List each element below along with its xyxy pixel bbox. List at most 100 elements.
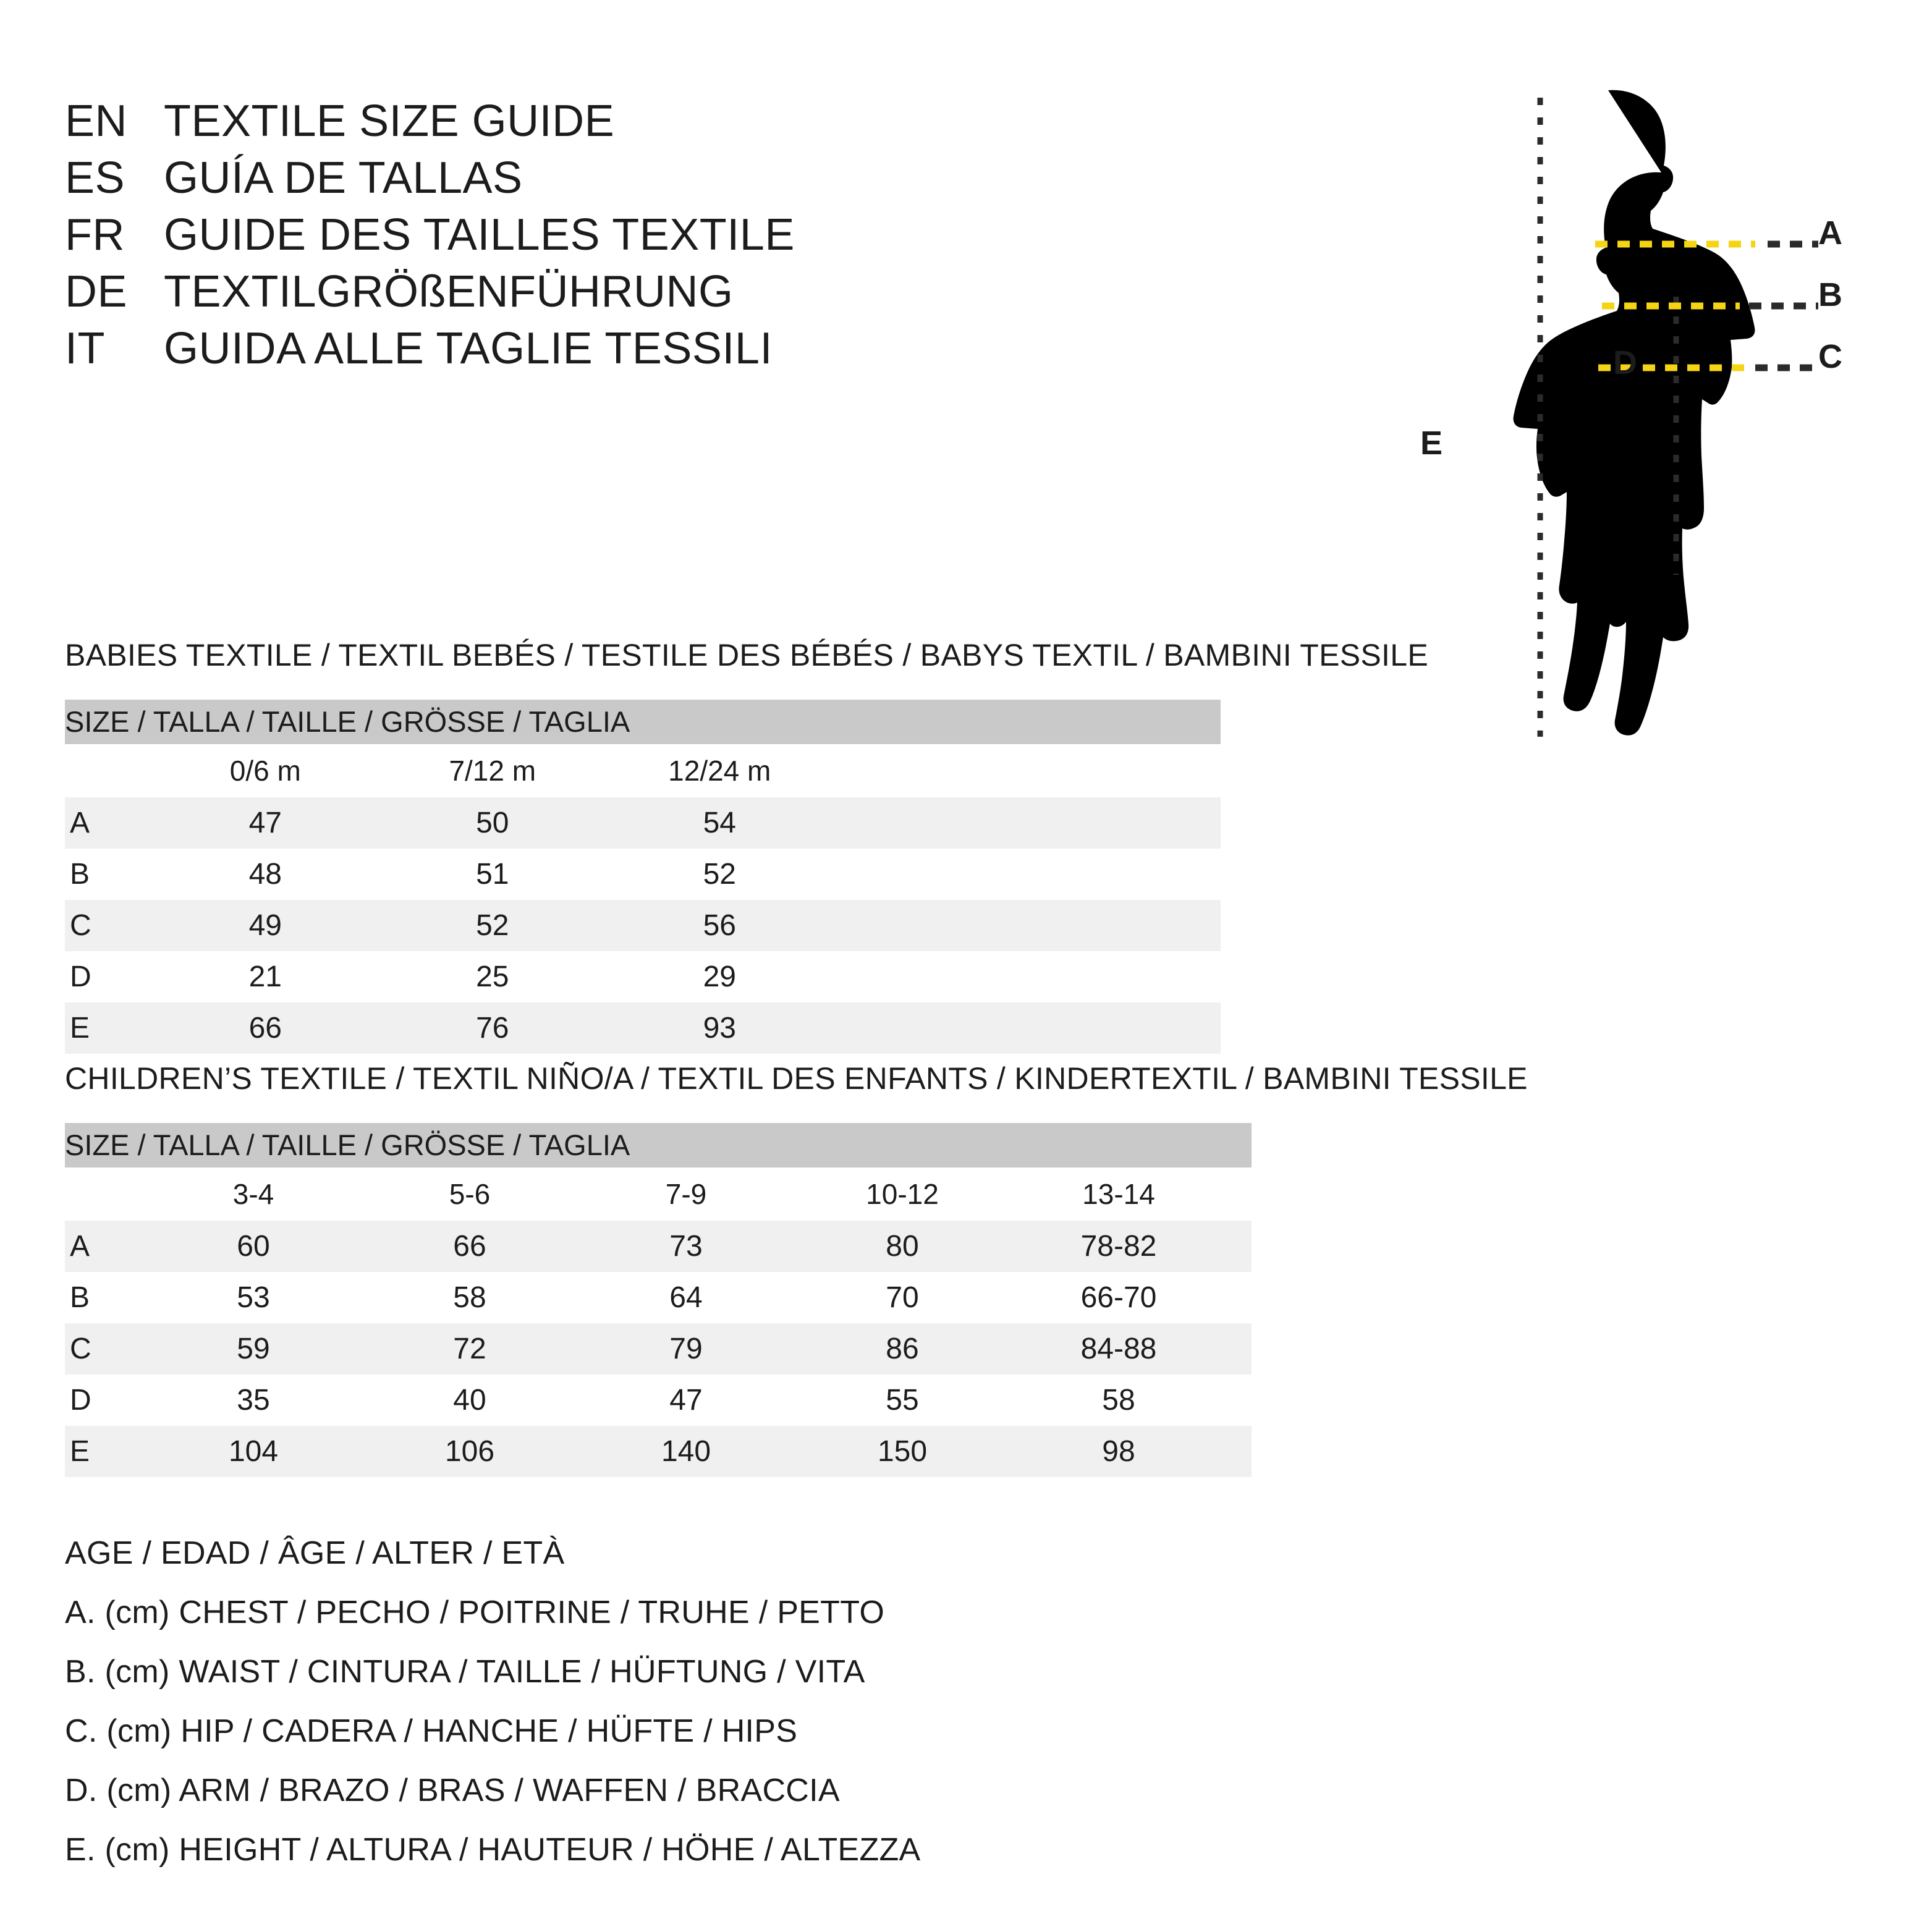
children-cell-c-0: 59 [145, 1323, 362, 1375]
legend-line-c-hip: C. (cm) HIP / CADERA / HANCHE / HÜFTE / … [65, 1713, 798, 1749]
babies-cell-c-1: 52 [379, 900, 606, 951]
table-row: D 35 40 47 55 58 [65, 1375, 1252, 1426]
language-title-de: TEXTILGRÖßENFÜHRUNG [164, 267, 734, 316]
legend-line-e-height: E. (cm) HEIGHT / ALTURA / HAUTEUR / HÖHE… [65, 1832, 921, 1868]
legend-line-b-waist: B. (cm) WAIST / CINTURA / TAILLE / HÜFTU… [65, 1654, 865, 1690]
children-cell-c-1: 72 [362, 1323, 578, 1375]
children-cell-d-3: 55 [886, 1384, 919, 1417]
children-column-header-2: 7-9 [665, 1178, 707, 1210]
children-row-label-b: B [70, 1281, 90, 1314]
language-code-es: ES [65, 153, 125, 203]
children-table-bar-row: SIZE / TALLA / TAILLE / GRÖSSE / TAGLIA [65, 1123, 1252, 1167]
babies-column-header-1: 7/12 m [449, 755, 536, 787]
language-title-en: TEXTILE SIZE GUIDE [164, 96, 615, 146]
children-row-label-d: D [70, 1384, 91, 1417]
children-row-pad-e [1227, 1426, 1252, 1477]
babies-cell-c-0: 49 [151, 900, 379, 951]
children-cell-c-2: 79 [578, 1323, 794, 1375]
babies-size-table: SIZE / TALLA / TAILLE / GRÖSSE / TAGLIA … [65, 700, 1221, 1054]
children-cell-c-4: 84-88 [1010, 1323, 1227, 1375]
children-cell-a-1: 66 [362, 1221, 578, 1272]
babies-cell-a-1: 50 [379, 797, 606, 849]
legend-line-d-arm: D. (cm) ARM / BRAZO / BRAS / WAFFEN / BR… [65, 1773, 840, 1808]
measure-label-d: D [1613, 344, 1637, 381]
babies-section-heading: BABIES TEXTILE / TEXTIL BEBÉS / TESTILE … [65, 638, 1428, 672]
children-column-header-3: 10-12 [866, 1178, 939, 1210]
table-row: B 48 51 52 [65, 849, 1221, 900]
babies-row-pad-a [833, 797, 1221, 849]
children-cell-a-3: 80 [794, 1221, 1010, 1272]
babies-cell-b-2: 52 [703, 858, 736, 891]
babies-row-label-e: E [65, 1002, 152, 1054]
childrens-textile-section: CHILDREN’S TEXTILE / TEXTIL NIÑO/A / TEX… [65, 1060, 1528, 1477]
children-cell-a-0: 60 [145, 1221, 362, 1272]
measure-label-c: C [1818, 338, 1842, 375]
children-row-label-c: C [65, 1323, 145, 1375]
babies-column-header-2: 12/24 m [668, 755, 771, 787]
children-column-header-1: 5-6 [449, 1178, 491, 1210]
table-row: A 47 50 54 [65, 797, 1221, 849]
babies-cell-d-1: 25 [476, 960, 509, 993]
children-cell-e-2: 140 [578, 1426, 794, 1477]
language-title-it: GUIDA ALLE TAGLIE TESSILI [164, 324, 773, 373]
babies-cell-d-2: 29 [703, 960, 736, 993]
language-code-en: EN [65, 96, 128, 146]
child-silhouette-shape [1513, 90, 1755, 735]
children-column-header-row: 3-4 5-6 7-9 10-12 13-14 [65, 1167, 1252, 1221]
babies-cell-e-1: 76 [379, 1002, 606, 1054]
children-cell-e-1: 106 [362, 1426, 578, 1477]
children-row-pad-d [1227, 1375, 1252, 1426]
children-column-header-4: 13-14 [1082, 1178, 1155, 1210]
babies-cell-b-0: 48 [248, 858, 282, 891]
babies-row-label-b: B [70, 858, 90, 891]
language-title-fr: GUIDE DES TAILLES TEXTILE [164, 210, 795, 260]
children-cell-d-4: 58 [1102, 1384, 1135, 1417]
babies-cell-d-0: 21 [248, 960, 282, 993]
child-silhouette-svg [1513, 90, 1818, 737]
babies-cell-b-1: 51 [476, 858, 509, 891]
babies-header-pad [833, 744, 1221, 797]
language-row-it: IT GUIDA ALLE TAGLIE TESSILI [65, 320, 1239, 377]
table-row: B 53 58 64 70 66-70 [65, 1272, 1252, 1323]
language-header-block: EN TEXTILE SIZE GUIDE ES GUÍA DE TALLAS … [65, 93, 1239, 377]
children-size-bar-label: SIZE / TALLA / TAILLE / GRÖSSE / TAGLIA [65, 1123, 1252, 1167]
babies-row-pad-b [833, 849, 1221, 900]
babies-cell-e-2: 93 [606, 1002, 834, 1054]
babies-size-bar-label: SIZE / TALLA / TAILLE / GRÖSSE / TAGLIA [65, 700, 1221, 744]
children-cell-d-1: 40 [453, 1384, 486, 1417]
babies-cell-a-0: 47 [151, 797, 379, 849]
babies-cell-e-0: 66 [151, 1002, 379, 1054]
table-row: E 104 106 140 150 98 [65, 1426, 1252, 1477]
children-cell-d-2: 47 [669, 1384, 703, 1417]
children-cell-e-3: 150 [794, 1426, 1010, 1477]
legend-line-a-chest: A. (cm) CHEST / PECHO / POITRINE / TRUHE… [65, 1595, 885, 1630]
measure-label-b: B [1818, 276, 1842, 313]
children-row-label-a: A [65, 1221, 145, 1272]
babies-corner-cell [65, 744, 152, 797]
children-row-label-e: E [65, 1426, 145, 1477]
children-cell-e-0: 104 [145, 1426, 362, 1477]
babies-column-header-row: 0/6 m 7/12 m 12/24 m [65, 744, 1221, 797]
babies-table-bar-row: SIZE / TALLA / TAILLE / GRÖSSE / TAGLIA [65, 700, 1221, 744]
children-header-pad [1227, 1167, 1252, 1221]
language-title-es: GUÍA DE TALLAS [164, 153, 523, 203]
children-cell-a-4: 78-82 [1010, 1221, 1227, 1272]
language-row-es: ES GUÍA DE TALLAS [65, 150, 1239, 206]
table-row: C 49 52 56 [65, 900, 1221, 951]
measure-label-a: A [1818, 214, 1842, 252]
children-cell-c-3: 86 [794, 1323, 1010, 1375]
children-size-table: SIZE / TALLA / TAILLE / GRÖSSE / TAGLIA … [65, 1123, 1252, 1477]
measure-label-e: E [1420, 425, 1443, 462]
table-row: D 21 25 29 [65, 951, 1221, 1002]
children-cell-b-0: 53 [237, 1281, 270, 1314]
babies-cell-c-2: 56 [606, 900, 834, 951]
language-code-de: DE [65, 267, 128, 316]
language-code-it: IT [65, 324, 105, 373]
babies-row-label-d: D [70, 960, 91, 993]
legend-line-age: AGE / EDAD / ÂGE / ALTER / ETÀ [65, 1535, 565, 1571]
babies-row-label-c: C [65, 900, 152, 951]
babies-row-label-a: A [65, 797, 152, 849]
babies-row-pad-c [833, 900, 1221, 951]
children-cell-b-2: 64 [669, 1281, 703, 1314]
children-cell-a-2: 73 [578, 1221, 794, 1272]
